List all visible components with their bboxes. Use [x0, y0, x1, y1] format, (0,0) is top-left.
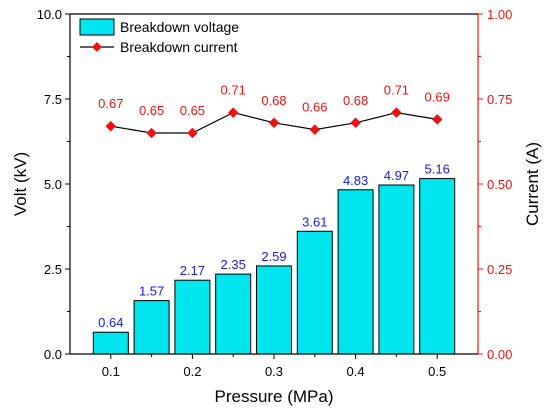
y-left-tick-label: 5.0 — [44, 177, 62, 192]
bar — [215, 273, 252, 355]
legend-label-current: Breakdown current — [120, 39, 238, 55]
current-value-label: 0.68 — [261, 93, 286, 108]
legend-marker-current — [92, 42, 102, 52]
current-marker — [146, 127, 157, 139]
bar-value-label: 5.16 — [425, 162, 450, 177]
axes: 0.1 0.2 0.3 0.4 0.5 0.0 2.5 5.0 7.5 10.0 0.00 0.25 0… — [37, 7, 513, 379]
current-marker — [309, 124, 321, 135]
bar — [419, 178, 456, 355]
legend-swatch-voltage — [79, 18, 115, 36]
bar-value-label: 2.17 — [180, 263, 205, 278]
current-marker — [268, 117, 280, 129]
bar — [92, 331, 129, 355]
line-series — [105, 107, 443, 139]
bar — [378, 184, 415, 355]
bar-value-label: 4.97 — [384, 168, 409, 183]
legend: Breakdown voltage Breakdown current — [79, 18, 239, 55]
current-value-label: 0.65 — [139, 103, 164, 118]
legend-label-voltage: Breakdown voltage — [120, 19, 239, 35]
current-value-label: 0.66 — [302, 100, 327, 115]
bar-value-label: 0.64 — [98, 315, 123, 330]
x-tick-label: 0.3 — [265, 364, 283, 379]
current-value-label: 0.71 — [221, 83, 246, 98]
y-right-tick-label: 0.25 — [487, 262, 512, 277]
y-axis-right-title: Current (A) — [523, 142, 542, 226]
current-value-label: 0.67 — [98, 96, 123, 111]
y-left-tick-label: 2.5 — [44, 262, 62, 277]
current-value-label: 0.65 — [180, 103, 205, 118]
y-right-tick-label: 0.50 — [487, 177, 512, 192]
bar-value-label: 3.61 — [302, 214, 327, 229]
current-marker — [431, 114, 443, 125]
current-marker — [227, 107, 239, 118]
current-value-label: 0.69 — [425, 89, 450, 104]
bar-labels: 0.64 1.57 2.17 2.35 2.59 3.61 4.83 4.97 5.16 — [98, 162, 450, 331]
x-tick-label: 0.5 — [428, 364, 446, 379]
bar — [256, 265, 292, 355]
y-left-tick-label: 10.0 — [37, 7, 62, 22]
x-axis-title: Pressure (MPa) — [214, 387, 333, 406]
bar — [296, 230, 333, 355]
bar — [133, 300, 170, 355]
line-labels: 0.67 0.65 0.65 0.71 0.68 0.66 0.68 0.71 0.69 — [98, 83, 450, 118]
bar-value-label: 2.59 — [261, 249, 286, 264]
y-right-tick-label: 0.00 — [487, 347, 512, 362]
x-tick-label: 0.4 — [347, 364, 365, 379]
current-marker — [105, 120, 117, 132]
current-marker — [391, 107, 402, 118]
bar — [337, 189, 374, 355]
bar-value-label: 4.83 — [343, 173, 368, 188]
y-right-tick-label: 1.00 — [487, 7, 512, 22]
bar — [174, 279, 211, 355]
y-axis-left-title: Volt (kV) — [11, 152, 30, 216]
current-marker — [187, 127, 198, 139]
x-tick-label: 0.2 — [183, 364, 201, 379]
x-tick-label: 0.1 — [102, 364, 120, 379]
y-left-tick-label: 7.5 — [44, 92, 62, 107]
y-left-tick-label: 0.0 — [44, 347, 62, 362]
current-value-label: 0.68 — [343, 93, 368, 108]
bar-value-label: 1.57 — [139, 284, 164, 299]
bar-series — [92, 178, 456, 355]
current-value-label: 0.71 — [384, 83, 409, 98]
current-marker — [350, 117, 361, 129]
bar-value-label: 2.35 — [221, 257, 246, 272]
y-right-tick-label: 0.75 — [487, 92, 512, 107]
